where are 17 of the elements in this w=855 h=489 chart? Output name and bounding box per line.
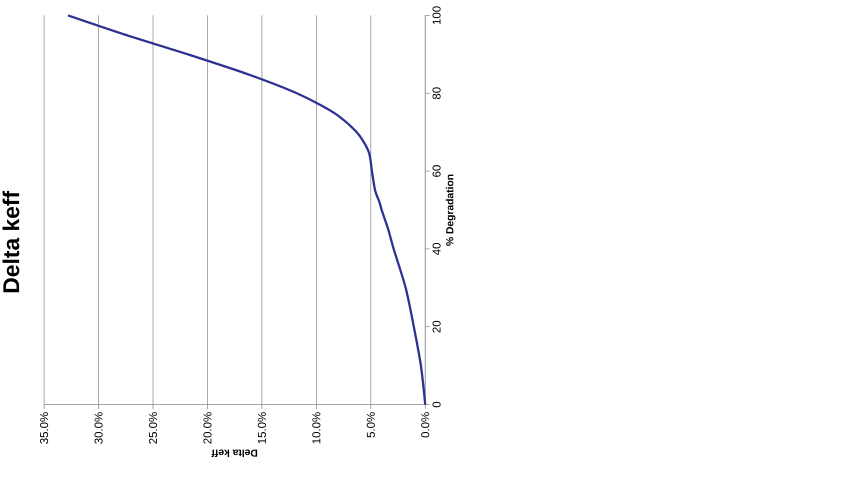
- x-tick-label: 10.0%: [312, 412, 320, 444]
- x-tick-label: 25.0%: [148, 412, 158, 444]
- x-tick-label: 30.0%: [94, 412, 103, 444]
- y-tick-label: 0: [432, 402, 441, 408]
- y-tick-label: 80: [432, 88, 441, 100]
- x-tick-label: 35.0%: [40, 412, 48, 444]
- y-tick-label: 20: [432, 321, 441, 333]
- text: Delta keff: [2, 191, 20, 292]
- y-tick-label: 60: [432, 165, 441, 178]
- y-tick-label: 100: [432, 6, 441, 24]
- x-tick-label: 15.0%: [258, 412, 266, 444]
- x-tick-label: 20.0%: [203, 412, 212, 444]
- x-axis-title: Delta keff: [212, 450, 258, 458]
- x-tick-label: 5.0%: [366, 412, 375, 438]
- y-axis-title: % Degradation: [446, 174, 456, 246]
- x-tick-label: 0.0%: [421, 412, 430, 438]
- y-tick-label: 40: [432, 243, 441, 256]
